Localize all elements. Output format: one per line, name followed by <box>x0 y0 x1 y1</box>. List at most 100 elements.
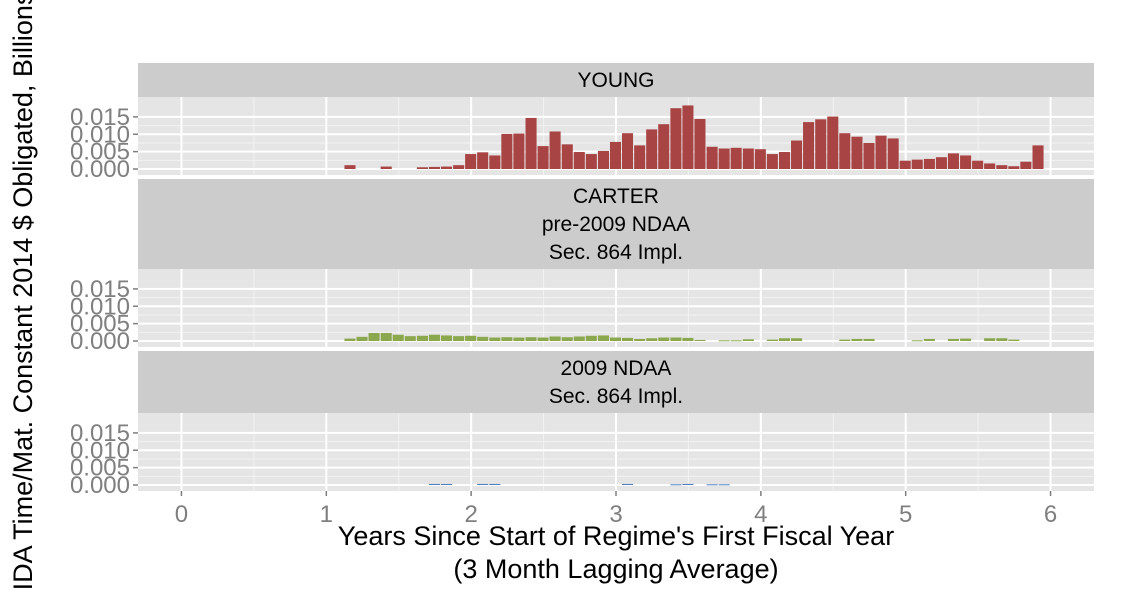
bar <box>525 337 537 341</box>
bar <box>863 338 875 341</box>
facet-strip-label: Sec. 864 Impl. <box>549 241 683 264</box>
bar <box>658 124 670 169</box>
bar <box>791 140 803 169</box>
bar <box>549 336 561 341</box>
bar <box>561 144 573 169</box>
bar <box>573 151 585 169</box>
x-axis-title-line-1: Years Since Start of Regime's First Fisc… <box>338 521 894 551</box>
bar <box>996 338 1008 341</box>
bar <box>440 335 452 341</box>
bar <box>670 484 682 486</box>
facet-strip <box>138 179 1094 269</box>
bar <box>706 146 718 169</box>
bar <box>742 339 754 341</box>
bar <box>344 338 356 341</box>
bar <box>911 340 923 342</box>
bar <box>646 129 658 169</box>
bar <box>803 122 815 169</box>
bar <box>440 483 452 485</box>
bar <box>428 483 440 485</box>
bar <box>670 337 682 341</box>
bar <box>404 336 416 341</box>
facet-strip <box>138 63 1094 97</box>
bar <box>585 335 597 341</box>
bar <box>887 138 899 169</box>
x-axis-title-line-2: (3 Month Lagging Average) <box>453 554 778 584</box>
bar <box>477 483 489 485</box>
facet-strip-label: Sec. 864 Impl. <box>549 385 683 408</box>
bar <box>380 166 392 169</box>
bar <box>525 117 537 169</box>
bar <box>718 340 730 342</box>
bar <box>392 334 404 341</box>
bar <box>621 337 634 341</box>
bar <box>754 149 766 169</box>
bar <box>513 337 525 341</box>
bar <box>513 133 525 169</box>
bar <box>597 335 610 341</box>
bar <box>827 116 839 169</box>
facet-strip-label: pre-2009 NDAA <box>542 213 690 236</box>
bar <box>779 338 791 341</box>
bar <box>947 338 959 341</box>
bar <box>477 336 489 341</box>
bar <box>537 146 549 169</box>
bar <box>440 166 452 169</box>
bar <box>730 340 742 342</box>
bar <box>984 163 996 169</box>
bar <box>996 165 1008 169</box>
bar <box>453 165 465 169</box>
bar <box>839 133 851 169</box>
bar <box>477 152 489 169</box>
bar <box>609 337 622 341</box>
bar <box>549 131 561 169</box>
bar <box>489 483 501 485</box>
bar <box>1008 166 1020 169</box>
bar <box>634 145 646 169</box>
bar <box>875 135 887 169</box>
bar <box>670 108 682 169</box>
y-tick-label: 0.000 <box>70 472 130 499</box>
bar <box>634 338 646 341</box>
x-tick-label: 5 <box>899 501 912 528</box>
bar <box>573 336 585 341</box>
bar <box>960 155 972 169</box>
bar <box>416 335 428 341</box>
facet-strip-label: 2009 NDAA <box>561 357 672 380</box>
bar <box>380 333 392 341</box>
x-tick-label: 2 <box>464 501 477 528</box>
facet-2: 2009 NDAA Sec. 864 Impl. 0.0000.0050.0100.… <box>70 351 1094 499</box>
y-axis-title: IDA Time/Mat. Constant 2014 $ Obligated,… <box>8 0 38 590</box>
bar <box>489 155 501 169</box>
bar <box>923 158 935 169</box>
bar <box>428 334 440 341</box>
bar <box>911 159 923 169</box>
bar <box>694 339 706 341</box>
bar <box>682 483 694 485</box>
bar <box>923 338 935 341</box>
bar <box>1020 161 1032 169</box>
y-tick-label: 0.015 <box>70 276 130 303</box>
bar <box>706 484 718 486</box>
bar <box>863 142 875 169</box>
bar <box>718 484 730 486</box>
bar <box>501 133 513 169</box>
bar <box>1032 145 1044 169</box>
bar <box>501 337 513 341</box>
bar <box>851 136 863 169</box>
y-tick-label: 0.010 <box>70 437 130 464</box>
y-tick-label: 0.015 <box>70 104 130 131</box>
y-tick-label: 0.015 <box>70 420 130 447</box>
bar <box>368 333 380 341</box>
y-tick-label: 0.005 <box>70 455 130 482</box>
bar <box>658 337 670 341</box>
bar <box>646 338 658 341</box>
bar <box>960 338 972 341</box>
bar <box>851 338 863 341</box>
y-tick-label: 0.000 <box>70 156 130 183</box>
bar <box>1008 339 1020 341</box>
bar <box>621 483 634 485</box>
bar <box>935 157 947 169</box>
bar <box>779 151 791 169</box>
